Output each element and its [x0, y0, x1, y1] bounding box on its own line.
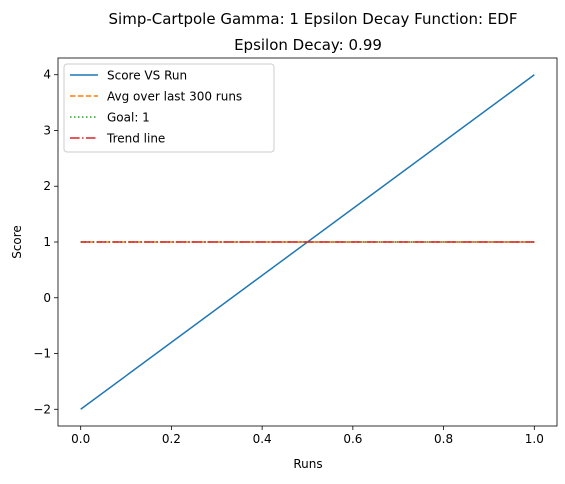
y-tick-label: −2 — [33, 402, 51, 416]
legend-label-3: Goal: 1 — [107, 111, 150, 125]
chart-title: Simp-Cartpole Gamma: 1 Epsilon Decay Fun… — [109, 10, 518, 28]
y-tick-label: 0 — [43, 291, 51, 305]
x-tick-label: 0.6 — [343, 432, 362, 446]
plot-area — [80, 74, 535, 410]
x-tick-label: 0.8 — [434, 432, 453, 446]
x-tick-label: 0.4 — [253, 432, 272, 446]
legend-label-1: Score VS Run — [107, 69, 187, 83]
y-tick-label: 1 — [43, 235, 51, 249]
x-tick-label: 0.0 — [71, 432, 90, 446]
x-tick-label: 1.0 — [525, 432, 544, 446]
y-axis-label: Score — [10, 225, 24, 259]
y-tick-label: 4 — [43, 68, 51, 82]
x-axis-label: Runs — [293, 457, 322, 471]
y-tick-label: 2 — [43, 179, 51, 193]
legend: Score VS Run Avg over last 300 runs Goal: … — [63, 63, 275, 153]
y-tick-label: −1 — [33, 347, 51, 361]
chart-subtitle: Epsilon Decay: 0.99 — [234, 36, 382, 54]
legend-box — [63, 63, 275, 153]
axes: 0.0 0.2 0.4 0.6 0.8 1.0 −2 −1 0 1 2 3 4 — [33, 57, 558, 446]
x-tick-label: 0.2 — [162, 432, 181, 446]
y-tick-label: 3 — [43, 123, 51, 137]
legend-label-4: Trend line — [106, 132, 165, 146]
legend-label-2: Avg over last 300 runs — [107, 90, 242, 104]
